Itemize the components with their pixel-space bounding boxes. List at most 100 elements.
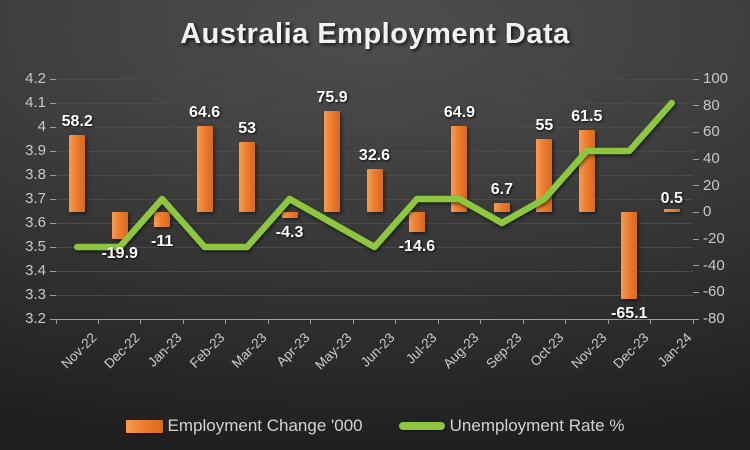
left-axis-tick-label: 3.4 bbox=[25, 262, 46, 279]
x-axis-tick-mark bbox=[97, 319, 99, 324]
left-axis-tick-label: 3.6 bbox=[25, 214, 46, 231]
left-axis-tick-label: 4.2 bbox=[25, 70, 46, 87]
left-axis-tick-label: 3.5 bbox=[25, 238, 46, 255]
x-axis-tick-mark bbox=[310, 319, 312, 324]
x-axis-tick-mark bbox=[182, 319, 184, 324]
left-axis-tick-label: 3.8 bbox=[25, 166, 46, 183]
gridline bbox=[56, 270, 693, 272]
x-axis-tick-mark bbox=[352, 319, 354, 324]
right-axis-tick-label: 20 bbox=[703, 176, 720, 194]
bar-data-label: 58.2 bbox=[61, 112, 93, 130]
left-axis-tick-mark bbox=[50, 150, 56, 152]
left-axis-tick-label: 4.1 bbox=[25, 94, 46, 111]
left-axis-tick-label: 3.3 bbox=[25, 286, 46, 303]
right-axis-tick-mark bbox=[693, 105, 699, 107]
bar-data-label: -14.6 bbox=[398, 237, 436, 255]
right-axis-tick-mark bbox=[693, 131, 699, 133]
left-axis-tick-mark bbox=[50, 270, 56, 272]
bar-mar-23[interactable] bbox=[239, 141, 256, 213]
right-axis-tick-mark bbox=[693, 158, 699, 160]
x-axis-tick-mark bbox=[607, 319, 609, 324]
bar-data-label: -11 bbox=[151, 233, 174, 250]
x-axis-tick-mark bbox=[565, 319, 567, 324]
bar-sep-23[interactable] bbox=[493, 203, 510, 213]
chart-legend: Employment Change '000 Unemployment Rate… bbox=[0, 416, 750, 436]
bar-dec-22[interactable] bbox=[111, 212, 128, 239]
legend-label-employment-change: Employment Change '000 bbox=[167, 416, 363, 435]
left-axis-tick-mark bbox=[50, 78, 56, 80]
x-axis-tick-mark bbox=[225, 319, 227, 324]
right-axis-tick-label: -60 bbox=[703, 283, 725, 301]
left-axis-tick-label: 3.2 bbox=[25, 310, 46, 327]
x-axis-tick-mark bbox=[522, 319, 524, 324]
bar-apr-23[interactable] bbox=[281, 212, 298, 219]
line-series-swatch-icon bbox=[398, 422, 445, 430]
bar-data-label: 64.9 bbox=[443, 103, 475, 121]
bar-data-label: 75.9 bbox=[316, 89, 348, 107]
right-axis-tick-label: 0 bbox=[703, 203, 712, 221]
bar-series-swatch-icon bbox=[125, 419, 163, 433]
x-axis-tick-mark bbox=[692, 319, 694, 324]
right-axis-tick-label: 40 bbox=[703, 150, 720, 167]
right-axis-tick-label: -80 bbox=[703, 310, 725, 327]
bar-data-label: 53 bbox=[238, 119, 256, 137]
x-axis-line bbox=[56, 318, 693, 320]
right-axis-tick-label: 60 bbox=[703, 123, 720, 141]
bar-jul-23[interactable] bbox=[408, 212, 425, 232]
bar-dec-23[interactable] bbox=[621, 212, 638, 300]
left-axis-tick-mark bbox=[50, 246, 56, 248]
legend-item-unemployment-rate[interactable]: Unemployment Rate % bbox=[398, 416, 625, 436]
legend-label-unemployment-rate: Unemployment Rate % bbox=[449, 416, 625, 435]
gridline bbox=[56, 294, 693, 296]
bar-data-label: -4.3 bbox=[275, 224, 304, 242]
right-axis-tick-label: -20 bbox=[703, 230, 725, 247]
bar-data-label: 32.6 bbox=[358, 146, 391, 164]
gridline bbox=[56, 222, 693, 224]
gridline bbox=[56, 126, 693, 128]
bar-jan-24[interactable] bbox=[663, 209, 680, 213]
right-axis-tick-label: 80 bbox=[703, 96, 720, 114]
bar-data-label: -65.1 bbox=[611, 305, 648, 323]
gridline bbox=[56, 78, 693, 80]
left-axis-tick-mark bbox=[50, 318, 56, 320]
right-axis-tick-mark bbox=[693, 265, 699, 267]
left-axis-tick-mark bbox=[50, 174, 56, 176]
bar-may-23[interactable] bbox=[324, 111, 341, 213]
left-axis-tick-mark bbox=[50, 294, 56, 296]
right-axis-tick-label: -40 bbox=[703, 256, 725, 274]
right-axis-tick-mark bbox=[693, 211, 699, 213]
right-axis-tick-mark bbox=[693, 318, 699, 320]
bar-data-label: 64.6 bbox=[189, 104, 221, 122]
bar-nov-23[interactable] bbox=[578, 130, 595, 213]
bar-feb-23[interactable] bbox=[196, 126, 213, 213]
bar-data-label: 61.5 bbox=[571, 108, 603, 126]
bar-nov-22[interactable] bbox=[69, 134, 86, 213]
bar-oct-23[interactable] bbox=[536, 139, 553, 213]
x-axis-tick-mark bbox=[267, 319, 269, 324]
bar-data-label: -19.9 bbox=[101, 244, 138, 262]
x-axis-tick-mark bbox=[480, 319, 482, 324]
gridline bbox=[56, 102, 693, 104]
bar-data-label: 0.5 bbox=[660, 189, 683, 207]
left-axis-tick-label: 3.7 bbox=[25, 190, 46, 207]
left-axis-tick-label: 3.9 bbox=[25, 142, 46, 159]
bar-jun-23[interactable] bbox=[366, 168, 383, 213]
x-axis-tick-mark bbox=[55, 319, 57, 324]
right-axis-tick-mark bbox=[693, 238, 699, 240]
right-axis-tick-mark bbox=[693, 78, 699, 80]
x-axis-tick-mark bbox=[650, 319, 652, 324]
chart-title: Australia Employment Data bbox=[180, 18, 570, 50]
bar-jan-23[interactable] bbox=[154, 212, 171, 227]
x-axis-tick-mark bbox=[395, 319, 397, 324]
right-axis-tick-mark bbox=[693, 291, 699, 293]
left-axis-tick-mark bbox=[50, 126, 56, 128]
bar-data-label: 55 bbox=[535, 117, 554, 134]
left-axis-tick-mark bbox=[50, 102, 56, 104]
bar-aug-23[interactable] bbox=[451, 125, 468, 213]
left-axis-tick-mark bbox=[50, 198, 56, 200]
x-axis-tick-mark bbox=[140, 319, 142, 324]
legend-item-employment-change[interactable]: Employment Change '000 bbox=[125, 416, 363, 436]
left-axis-tick-mark bbox=[50, 222, 56, 224]
x-axis-tick-mark bbox=[437, 319, 439, 324]
